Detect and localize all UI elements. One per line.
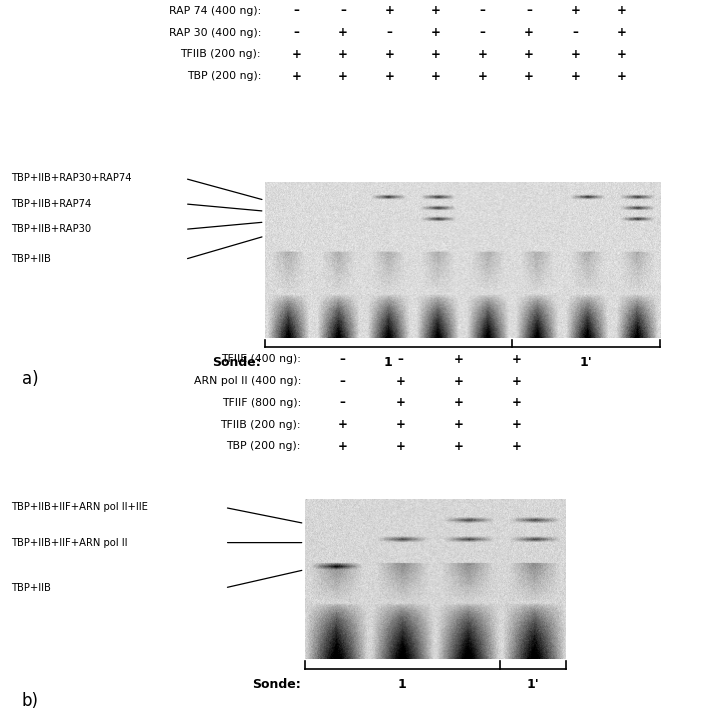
Text: +: + bbox=[511, 375, 521, 388]
Text: +: + bbox=[384, 70, 394, 83]
Text: TBP (200 ng):: TBP (200 ng): bbox=[226, 441, 301, 452]
Text: TBP+IIB+RAP30+RAP74: TBP+IIB+RAP30+RAP74 bbox=[11, 174, 131, 184]
Text: +: + bbox=[511, 396, 521, 409]
Text: +: + bbox=[337, 440, 347, 453]
Text: –: – bbox=[294, 4, 299, 17]
Text: TFIIB (200 ng):: TFIIB (200 ng): bbox=[220, 420, 301, 430]
Text: TBP+IIB+RAP30: TBP+IIB+RAP30 bbox=[11, 224, 91, 234]
Text: +: + bbox=[453, 375, 463, 388]
Text: RAP 30 (400 ng):: RAP 30 (400 ng): bbox=[169, 28, 261, 38]
Text: +: + bbox=[617, 26, 627, 39]
Text: +: + bbox=[384, 4, 394, 17]
Text: +: + bbox=[431, 26, 441, 39]
Text: +: + bbox=[617, 70, 627, 83]
Text: +: + bbox=[337, 418, 347, 431]
Text: +: + bbox=[511, 353, 521, 366]
Text: +: + bbox=[571, 48, 581, 61]
Text: +: + bbox=[617, 48, 627, 61]
Text: +: + bbox=[431, 70, 441, 83]
Text: b): b) bbox=[22, 692, 38, 709]
Text: 1: 1 bbox=[398, 678, 407, 691]
Text: +: + bbox=[453, 353, 463, 366]
Text: +: + bbox=[453, 396, 463, 409]
Text: +: + bbox=[395, 418, 405, 431]
Text: TBP+IIB+IIF+ARN pol II: TBP+IIB+IIF+ARN pol II bbox=[11, 538, 128, 547]
Text: +: + bbox=[524, 26, 534, 39]
Text: –: – bbox=[526, 4, 532, 17]
Text: +: + bbox=[524, 48, 534, 61]
Text: +: + bbox=[338, 48, 348, 61]
Text: TBP+IIB: TBP+IIB bbox=[11, 583, 51, 593]
Text: +: + bbox=[431, 48, 441, 61]
Text: +: + bbox=[338, 70, 348, 83]
Text: +: + bbox=[524, 70, 534, 83]
Text: +: + bbox=[431, 4, 441, 17]
Text: +: + bbox=[571, 70, 581, 83]
Text: +: + bbox=[478, 70, 487, 83]
Text: TBP+IIB+RAP74: TBP+IIB+RAP74 bbox=[11, 199, 91, 209]
Text: –: – bbox=[397, 353, 403, 366]
Text: TBP+IIB+IIF+ARN pol II+IIE: TBP+IIB+IIF+ARN pol II+IIE bbox=[11, 502, 148, 513]
Text: +: + bbox=[571, 4, 581, 17]
Text: +: + bbox=[291, 48, 302, 61]
Text: +: + bbox=[395, 375, 405, 388]
Text: ARN pol II (400 ng):: ARN pol II (400 ng): bbox=[194, 376, 301, 386]
Text: +: + bbox=[453, 440, 463, 453]
Text: TBP (200 ng):: TBP (200 ng): bbox=[186, 71, 261, 81]
Text: –: – bbox=[339, 353, 345, 366]
Text: +: + bbox=[453, 418, 463, 431]
Text: 1': 1' bbox=[526, 678, 539, 691]
Text: +: + bbox=[511, 418, 521, 431]
Text: RAP 74 (400 ng):: RAP 74 (400 ng): bbox=[169, 6, 261, 16]
Text: –: – bbox=[479, 26, 486, 39]
Text: –: – bbox=[339, 375, 345, 388]
Text: TFIIB (200 ng):: TFIIB (200 ng): bbox=[181, 49, 261, 60]
Text: –: – bbox=[340, 4, 346, 17]
Text: –: – bbox=[294, 26, 299, 39]
Text: TFIIF (800 ng):: TFIIF (800 ng): bbox=[222, 398, 301, 408]
Text: +: + bbox=[291, 70, 302, 83]
Text: –: – bbox=[479, 4, 486, 17]
Text: Sonde:: Sonde: bbox=[212, 356, 261, 370]
Text: 1': 1' bbox=[579, 356, 592, 370]
Text: TFIIE (400 ng):: TFIIE (400 ng): bbox=[221, 354, 301, 364]
Text: 1: 1 bbox=[384, 356, 392, 370]
Text: a): a) bbox=[22, 370, 38, 388]
Text: Sonde:: Sonde: bbox=[252, 678, 301, 691]
Text: TBP+IIB: TBP+IIB bbox=[11, 254, 51, 264]
Text: +: + bbox=[395, 440, 405, 453]
Text: +: + bbox=[617, 4, 627, 17]
Text: –: – bbox=[339, 396, 345, 409]
Text: +: + bbox=[384, 48, 394, 61]
Text: +: + bbox=[395, 396, 405, 409]
Text: –: – bbox=[573, 26, 579, 39]
Text: +: + bbox=[338, 26, 348, 39]
Text: +: + bbox=[511, 440, 521, 453]
Text: –: – bbox=[386, 26, 392, 39]
Text: +: + bbox=[478, 48, 487, 61]
